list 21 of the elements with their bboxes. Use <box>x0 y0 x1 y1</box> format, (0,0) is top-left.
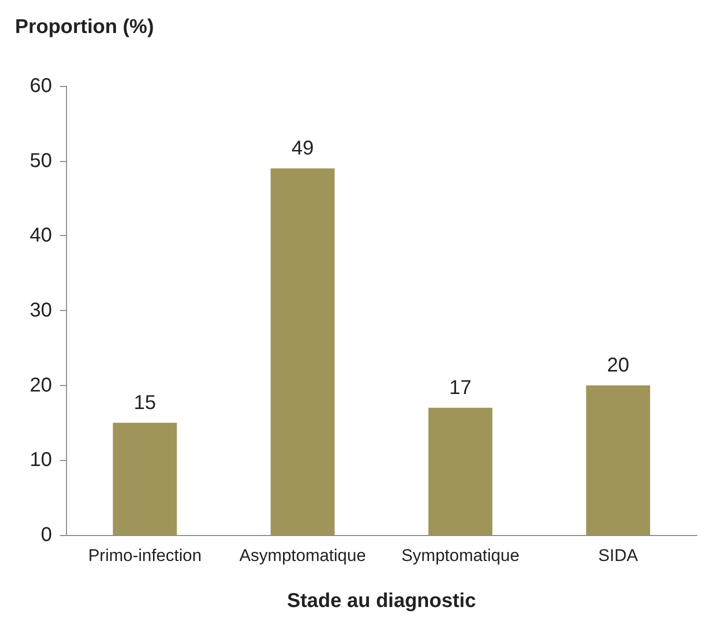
y-axis-title: Proportion (%) <box>15 16 154 38</box>
x-tick-label: Primo-infection <box>88 546 202 565</box>
bar <box>428 408 492 535</box>
y-tick-label: 30 <box>30 300 52 322</box>
y-tick-label: 40 <box>30 224 52 247</box>
data-label: 17 <box>449 376 472 399</box>
x-tick-label: SIDA <box>598 546 639 565</box>
y-tick-label: 20 <box>30 374 52 396</box>
x-tick-label: Symptomatique <box>401 546 520 565</box>
data-label: 20 <box>607 354 630 376</box>
bar <box>270 168 335 535</box>
bar <box>586 385 650 535</box>
x-tick-label: Asymptomatique <box>239 546 366 565</box>
y-tick-label: 0 <box>40 524 52 546</box>
x-axis-title: Stade au diagnostic <box>287 590 476 612</box>
data-label: 49 <box>292 137 314 160</box>
y-tick-label: 60 <box>30 75 52 97</box>
y-tick-label: 50 <box>30 150 52 172</box>
data-label: 15 <box>134 392 156 414</box>
y-tick-label: 10 <box>30 449 52 472</box>
bar <box>112 422 177 535</box>
